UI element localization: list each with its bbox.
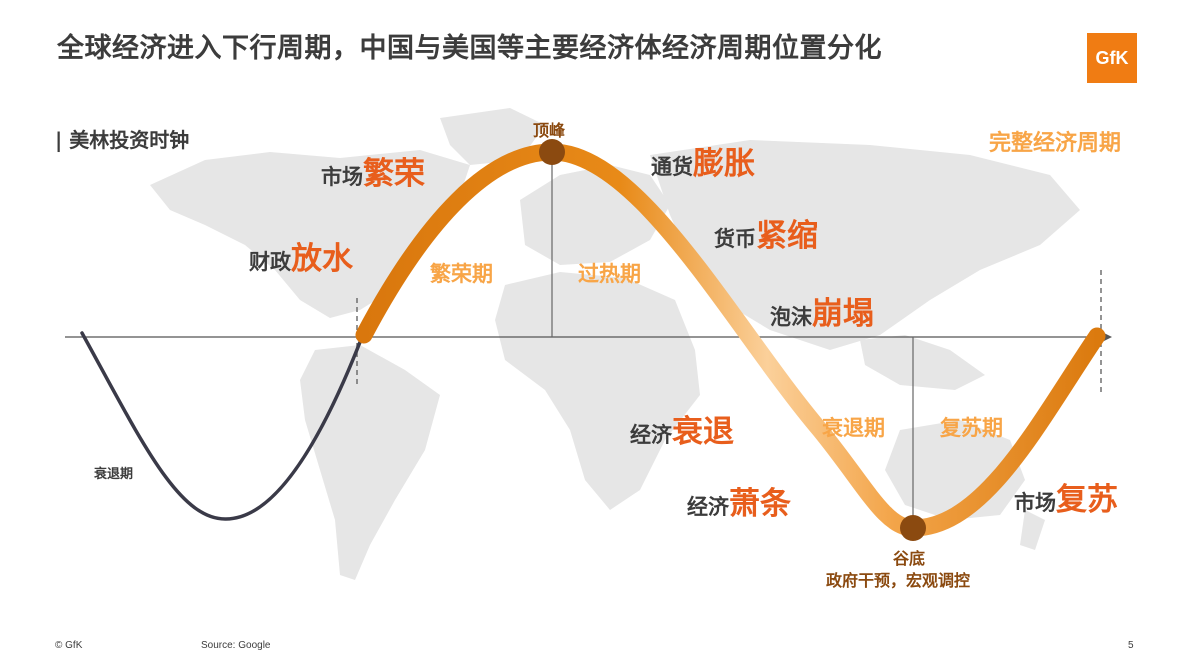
- label-market-recovery: 市场复苏: [1014, 474, 1118, 519]
- label-inflation-emphasis: 膨胀: [693, 146, 755, 182]
- phase-recovery: 复苏期: [940, 416, 1003, 440]
- label-monetary-tightening: 货币紧缩: [714, 210, 818, 255]
- phase-previous-recession: 衰退期: [94, 467, 134, 482]
- previous-cycle-curve: [80, 331, 364, 521]
- label-economic-recession: 经济衰退: [630, 406, 734, 451]
- page-number: 5: [1128, 640, 1134, 651]
- label-recess-emphasis: 衰退: [672, 414, 734, 450]
- label-inflation: 通货膨胀: [651, 138, 755, 183]
- phase-prosperity: 繁荣期: [430, 262, 493, 286]
- full-cycle-label: 完整经济周期: [989, 131, 1122, 156]
- label-depress-emphasis: 萧条: [729, 486, 791, 522]
- label-money-emphasis: 紧缩: [756, 218, 818, 254]
- label-fiscal-prefix: 财政: [249, 250, 291, 274]
- label-bubble-burst: 泡沫崩塌: [770, 288, 874, 333]
- label-recover-prefix: 市场: [1014, 491, 1056, 515]
- label-recover-emphasis: 复苏: [1056, 482, 1118, 518]
- southeast-asia-shape: [860, 335, 985, 390]
- peak-marker: [539, 139, 565, 165]
- trough-marker: [900, 515, 926, 541]
- label-market-prefix: 市场: [321, 165, 363, 189]
- section-subtitle: | 美林投资时钟: [55, 128, 190, 152]
- trough-note: 政府干预，宏观调控: [826, 571, 971, 590]
- label-fiscal-easing: 财政放水: [249, 233, 353, 278]
- peak-label: 顶峰: [533, 121, 566, 140]
- label-market-emphasis: 繁荣: [363, 156, 425, 192]
- page-title: 全球经济进入下行周期，中国与美国等主要经济体经济周期位置分化: [57, 33, 882, 64]
- label-money-prefix: 货币: [714, 227, 756, 251]
- phase-recession: 衰退期: [822, 416, 885, 440]
- footer-copyright: © GfK: [55, 640, 83, 651]
- label-depress-prefix: 经济: [687, 495, 729, 519]
- label-market-boom: 市场繁荣: [321, 148, 425, 193]
- africa-shape: [495, 272, 700, 510]
- south-america-shape: [300, 345, 440, 580]
- label-bubble-emphasis: 崩塌: [812, 296, 874, 332]
- new-zealand-shape: [1020, 510, 1045, 550]
- label-fiscal-emphasis: 放水: [291, 241, 353, 277]
- economic-cycle-curve: [355, 143, 1106, 537]
- phase-overheat: 过热期: [578, 262, 641, 286]
- gfk-logo: GfK: [1087, 33, 1137, 83]
- label-recess-prefix: 经济: [630, 423, 672, 447]
- footer-source: Source: Google: [201, 640, 271, 651]
- trough-label: 谷底: [893, 549, 926, 568]
- asia-shape: [650, 140, 1080, 350]
- label-economic-depression: 经济萧条: [687, 478, 791, 523]
- label-bubble-prefix: 泡沫: [770, 305, 812, 329]
- label-inflation-prefix: 通货: [651, 155, 693, 179]
